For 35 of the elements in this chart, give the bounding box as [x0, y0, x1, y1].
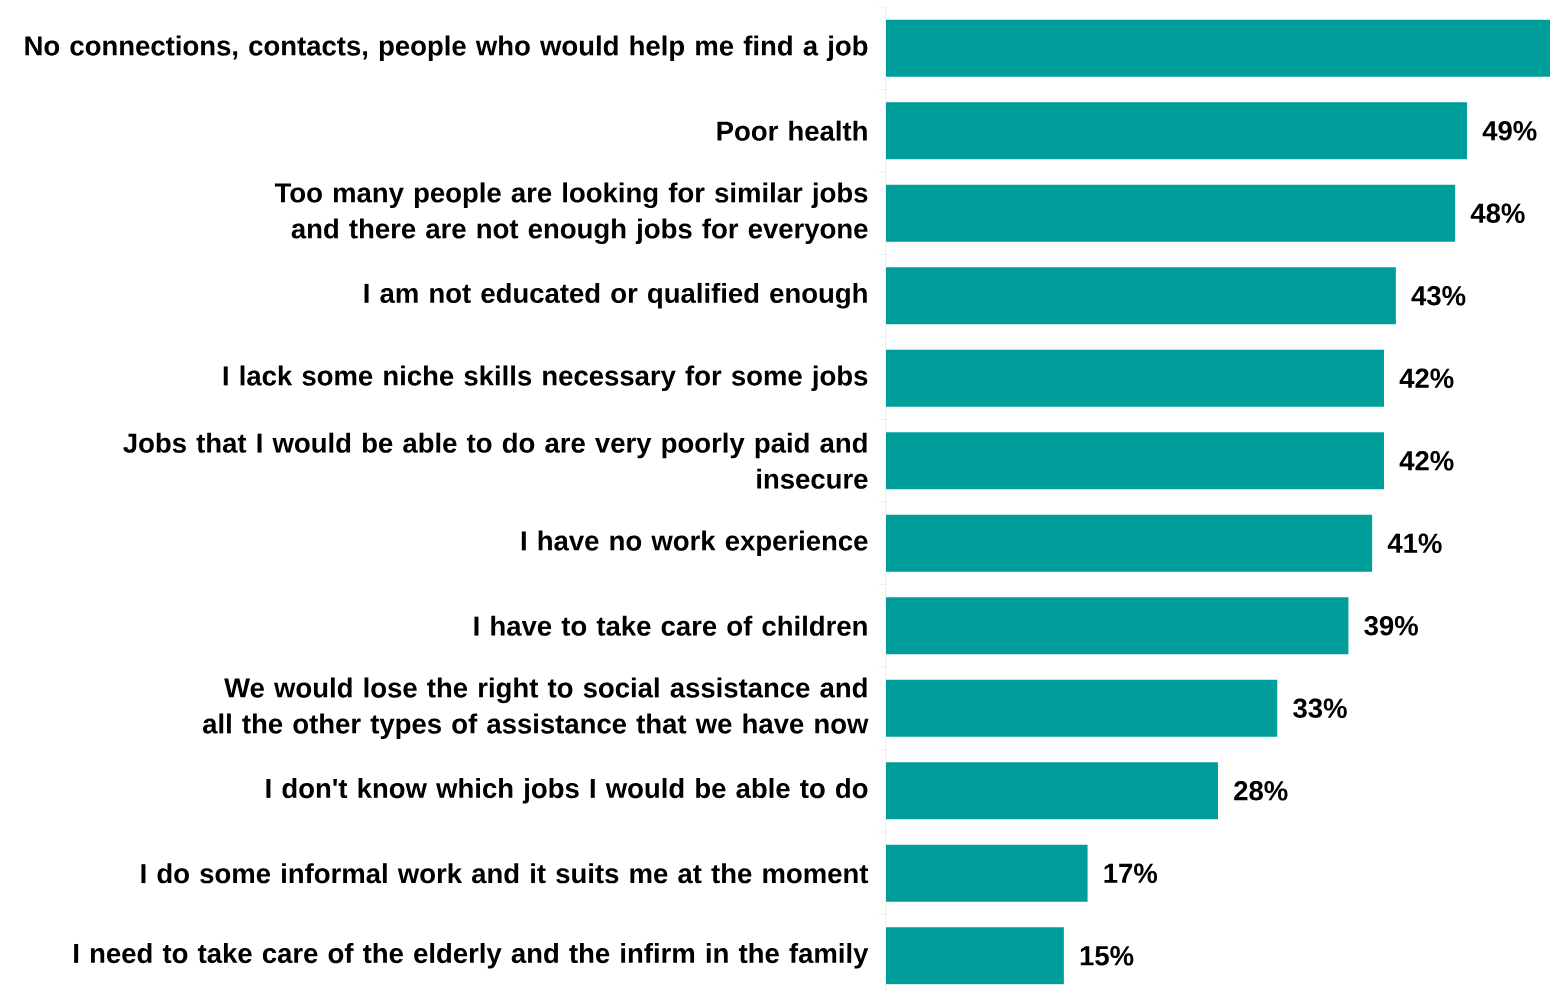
bar	[886, 844, 1088, 902]
y-tick-label: I am not educated or qualified enough	[364, 282, 867, 309]
y-tick-label: I need to take care of the elderly and the infirm in the family	[74, 942, 869, 969]
bar	[886, 762, 1218, 820]
data-label: 48%	[1470, 203, 1525, 223]
bar	[886, 432, 1384, 490]
bar	[886, 102, 1467, 160]
bar	[886, 679, 1278, 737]
y-tick-label: Jobs that I would be able to do are very poorly paid and insecure	[123, 432, 868, 489]
bar	[886, 267, 1396, 325]
y-tick-label: Poor health	[717, 120, 867, 141]
y-tick-label: I lack some niche skills necessary for some jobs	[223, 365, 868, 392]
y-tick-label: Too many people are looking for similar jobs and there are not enough jobs for everyone	[274, 182, 868, 245]
y-tick-label: We would lose the right to social assistance and all the other types of assistance that we have now	[202, 677, 869, 740]
bar	[886, 19, 1550, 77]
data-label: 39%	[1364, 616, 1418, 636]
bar	[886, 514, 1373, 572]
data-label: 33%	[1293, 698, 1347, 719]
data-label: 43%	[1411, 286, 1466, 306]
y-tick-label: No connections, contacts, people who would help me find a job	[25, 35, 868, 62]
bar	[886, 597, 1349, 655]
data-label: 42%	[1399, 451, 1454, 471]
bar	[886, 927, 1064, 985]
data-label: 42%	[1399, 368, 1454, 388]
y-tick-label: I don't know which jobs I would be able to do	[266, 777, 868, 804]
data-label: 41%	[1387, 533, 1442, 553]
bar	[886, 349, 1384, 407]
y-tick-label: I do some informal work and it suits me at the moment	[141, 863, 869, 884]
y-tick-label: I have no work experience	[521, 530, 868, 557]
data-label: 28%	[1234, 781, 1288, 801]
data-label: 15%	[1080, 946, 1134, 966]
data-label: 49%	[1482, 121, 1537, 141]
y-tick-label: I have to take care of children	[474, 615, 867, 636]
data-label: 17%	[1104, 863, 1158, 883]
bar	[886, 184, 1456, 242]
